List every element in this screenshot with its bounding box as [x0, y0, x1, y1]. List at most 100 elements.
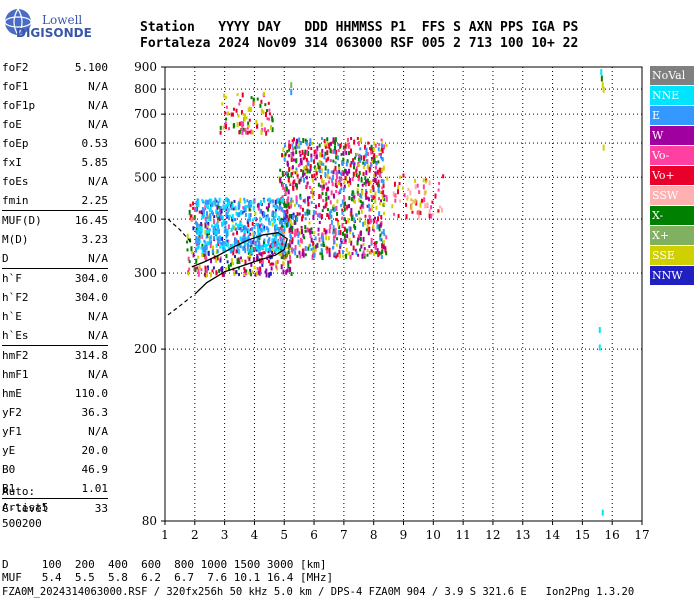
grid-dot [369, 113, 370, 115]
echo-point [374, 244, 377, 250]
echo-point [342, 187, 345, 191]
grid-dot [224, 367, 226, 368]
grid-dot [522, 79, 524, 80]
grid-dot [611, 447, 613, 448]
grid-dot [343, 163, 345, 164]
echo-point [335, 185, 338, 189]
grid-dot [611, 131, 613, 132]
grid-dot [283, 143, 285, 144]
echo-point [338, 164, 341, 170]
grid-dot [552, 515, 554, 516]
grid-dot [277, 88, 278, 90]
grid-dot [194, 203, 196, 204]
grid-dot [593, 142, 594, 144]
grid-dot [313, 319, 315, 320]
grid-dot [461, 88, 462, 90]
grid-dot [403, 487, 404, 488]
echo-point [211, 249, 214, 254]
grid-dot [461, 272, 462, 274]
echo-point [252, 231, 255, 237]
grid-dot [373, 259, 375, 260]
grid-dot [253, 371, 255, 372]
grid-dot [194, 239, 196, 240]
echo-point [352, 245, 355, 251]
echo-point [305, 140, 308, 146]
grid-dot [581, 459, 583, 460]
grid-dot [432, 499, 434, 500]
echo-point [298, 243, 301, 247]
grid-dot [552, 455, 554, 456]
echo-point [248, 217, 251, 222]
echo-point [397, 214, 400, 219]
grid-dot [522, 451, 524, 452]
grid-dot [522, 379, 524, 380]
echo-point [214, 201, 217, 205]
grid-dot [405, 176, 406, 178]
grid-dot [621, 88, 622, 90]
grid-dot [403, 351, 404, 352]
grid-dot [552, 135, 554, 136]
grid-dot [249, 176, 250, 178]
grid-dot [283, 339, 285, 340]
echo-point [213, 226, 216, 230]
grid-dot [224, 87, 226, 88]
grid-dot [432, 495, 434, 496]
echo-point [349, 181, 352, 185]
grid-dot [462, 519, 464, 520]
grid-dot [573, 218, 574, 220]
grid-dot [283, 459, 285, 460]
grid-dot [432, 363, 434, 364]
grid-dot [169, 272, 170, 274]
grid-dot [313, 291, 315, 292]
echo-point [233, 225, 236, 230]
grid-dot [224, 459, 226, 460]
grid-dot [403, 179, 404, 180]
x-tick-label: 13 [515, 528, 530, 542]
grid-dot [552, 95, 554, 96]
grid-dot [343, 275, 345, 276]
grid-dot [253, 443, 255, 444]
echo-point [236, 230, 239, 235]
grid-dot [313, 391, 315, 392]
grid-dot [581, 243, 583, 244]
echo-point [428, 208, 431, 214]
echo-point [355, 213, 358, 217]
echo-point [267, 202, 270, 208]
echo-point [340, 182, 343, 187]
grid-dot [569, 348, 570, 350]
grid-dot [403, 471, 404, 472]
grid-dot [581, 475, 583, 476]
grid-dot [462, 319, 464, 320]
grid-dot [552, 123, 554, 124]
grid-dot [477, 218, 478, 220]
echo-point [241, 237, 244, 243]
echo-point [412, 199, 415, 204]
grid-dot [293, 113, 294, 115]
echo-point [367, 231, 370, 236]
grid-dot [432, 131, 434, 132]
grid-dot [432, 231, 434, 232]
grid-dot [305, 113, 306, 115]
grid-dot [581, 423, 583, 424]
grid-dot [253, 287, 255, 288]
echo-point [326, 213, 329, 218]
echo-point [335, 155, 338, 160]
echo-point [380, 178, 383, 183]
grid-dot [343, 507, 345, 508]
grid-dot [313, 335, 315, 336]
grid-dot [441, 218, 442, 220]
parameter-value: 16.45 [74, 214, 108, 227]
grid-dot [611, 511, 613, 512]
echo-point [244, 259, 247, 265]
echo-point [343, 226, 346, 232]
grid-dot [313, 455, 315, 456]
grid-dot [611, 391, 613, 392]
grid-dot [561, 88, 562, 90]
echo-point [210, 203, 213, 207]
grid-dot [313, 159, 315, 160]
grid-dot [285, 176, 286, 178]
echo-point [267, 217, 270, 222]
echo-point [232, 262, 235, 266]
grid-dot [343, 83, 345, 84]
grid-dot [313, 139, 315, 140]
